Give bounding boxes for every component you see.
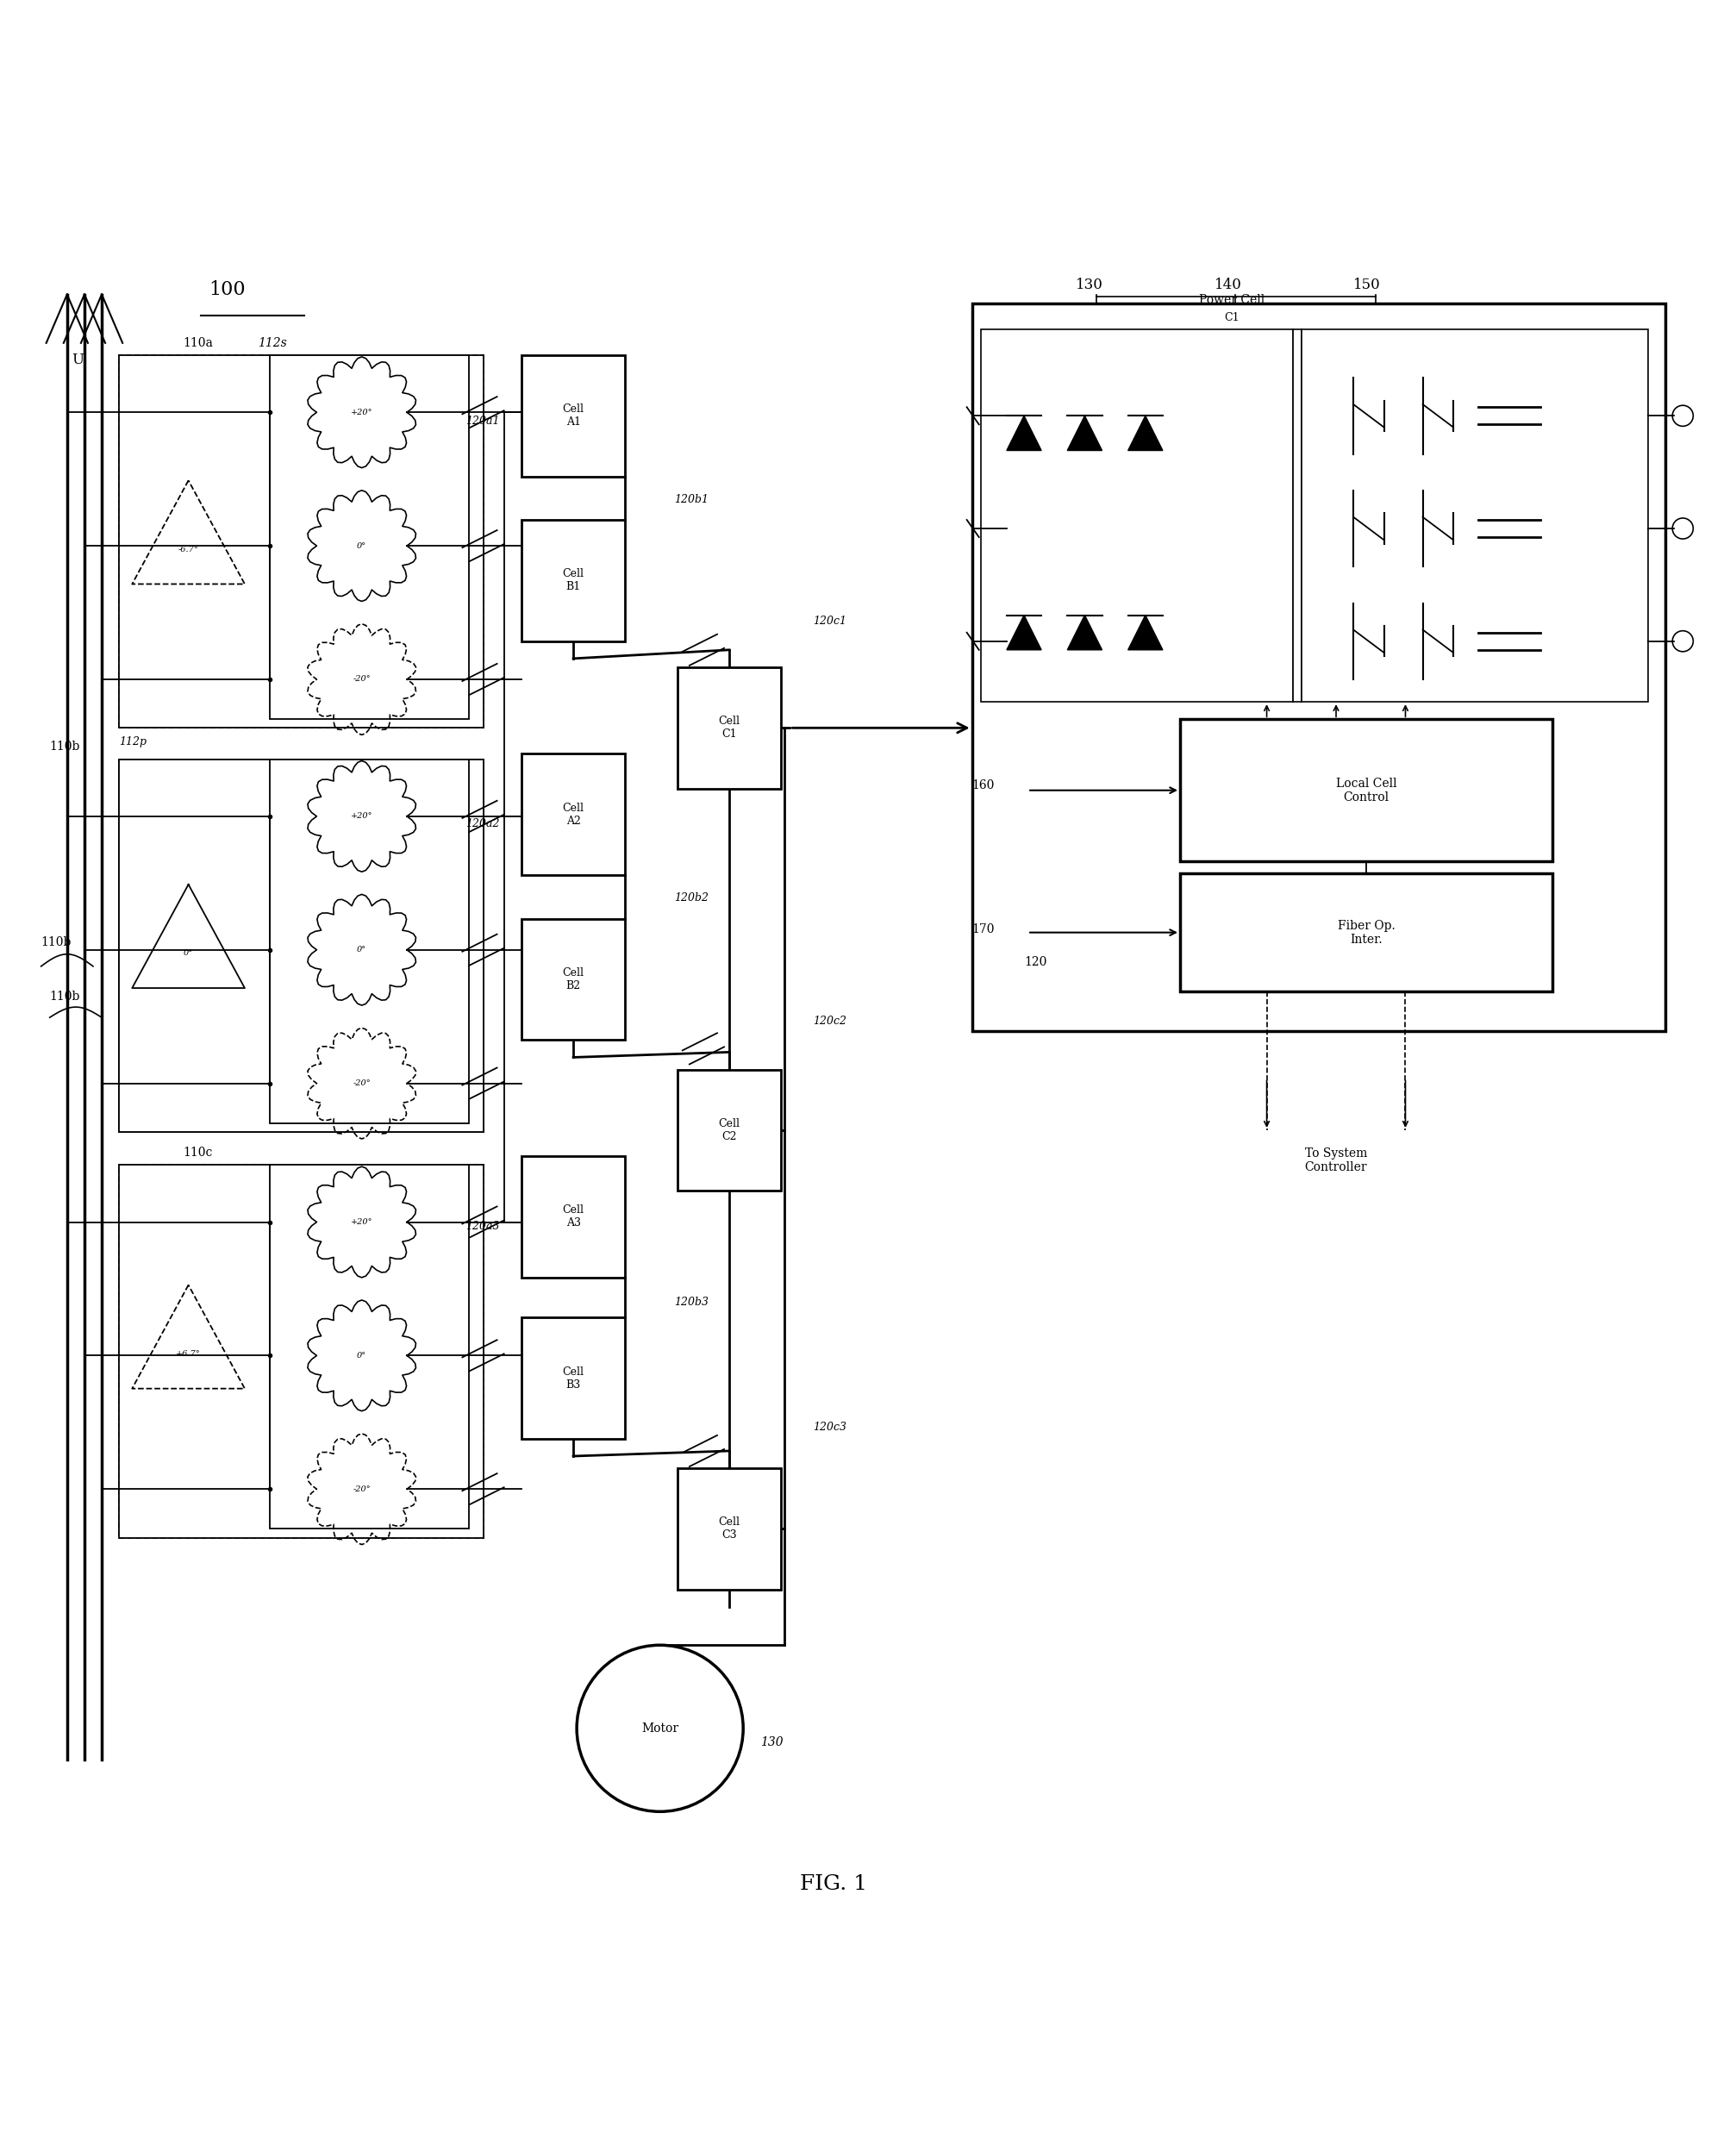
Text: Cell
B1: Cell B1	[562, 569, 583, 593]
Text: -20°: -20°	[352, 1486, 372, 1492]
Bar	[521, 356, 625, 475]
Text: 140: 140	[1215, 277, 1243, 292]
Text: -20°: -20°	[352, 1079, 372, 1087]
Polygon shape	[1128, 416, 1163, 450]
Text: 120b3: 120b3	[674, 1296, 708, 1307]
Bar	[981, 328, 1302, 701]
Text: Cell
C1: Cell C1	[719, 716, 740, 740]
Bar	[269, 759, 469, 1124]
Text: 112p: 112p	[120, 738, 146, 748]
Polygon shape	[1007, 616, 1042, 650]
Text: 130: 130	[760, 1735, 783, 1748]
Polygon shape	[1007, 416, 1042, 450]
Text: 120c3: 120c3	[812, 1422, 845, 1433]
Text: Fiber Op.
Inter.: Fiber Op. Inter.	[1338, 919, 1396, 944]
Bar	[269, 356, 469, 718]
Bar	[269, 1164, 469, 1529]
Text: 160: 160	[972, 778, 995, 791]
Text: +20°: +20°	[351, 1217, 373, 1226]
Text: Cell
A3: Cell A3	[562, 1205, 583, 1228]
Text: 130: 130	[1076, 277, 1104, 292]
Text: 110b: 110b	[50, 991, 80, 1002]
Text: 110a: 110a	[184, 337, 214, 350]
Bar	[1180, 718, 1552, 861]
Text: -6.7°: -6.7°	[179, 546, 198, 552]
Text: Cell
A2: Cell A2	[562, 802, 583, 827]
Text: Cell
A1: Cell A1	[562, 403, 583, 429]
Bar	[521, 1318, 625, 1439]
Bar	[521, 1156, 625, 1277]
Bar	[1302, 328, 1647, 701]
Text: 120a3: 120a3	[465, 1220, 500, 1232]
Text: 120c1: 120c1	[812, 616, 845, 627]
Text: -20°: -20°	[352, 676, 372, 682]
Bar	[120, 1164, 483, 1537]
Polygon shape	[1068, 616, 1102, 650]
Bar	[677, 667, 781, 789]
Text: Motor: Motor	[641, 1723, 679, 1735]
Text: 120b1: 120b1	[674, 495, 708, 505]
Text: C1: C1	[1224, 311, 1240, 324]
Bar	[677, 1469, 781, 1590]
Text: 120a2: 120a2	[465, 819, 500, 829]
Bar	[972, 303, 1665, 1032]
Text: Power Cell: Power Cell	[1200, 294, 1266, 305]
Text: 110b: 110b	[50, 742, 80, 753]
Text: 0°: 0°	[358, 542, 366, 550]
Text: 110c: 110c	[184, 1147, 214, 1160]
Bar	[120, 356, 483, 727]
Text: 170: 170	[972, 923, 995, 936]
Text: U: U	[71, 352, 83, 367]
Text: 120b2: 120b2	[674, 893, 708, 904]
Text: +20°: +20°	[351, 409, 373, 416]
Text: 110b: 110b	[42, 936, 71, 949]
Text: 120a1: 120a1	[465, 416, 500, 426]
Bar	[521, 755, 625, 876]
Text: Cell
B3: Cell B3	[562, 1367, 583, 1390]
Text: To System
Controller: To System Controller	[1305, 1147, 1368, 1173]
Bar	[1180, 874, 1552, 991]
Text: 150: 150	[1354, 277, 1380, 292]
Text: 0°: 0°	[358, 947, 366, 953]
Text: 120c2: 120c2	[812, 1015, 845, 1028]
Bar	[120, 759, 483, 1132]
Text: 120: 120	[1024, 955, 1047, 968]
Text: +20°: +20°	[351, 812, 373, 821]
Polygon shape	[1128, 616, 1163, 650]
Bar	[120, 1164, 483, 1537]
Bar	[521, 919, 625, 1040]
Polygon shape	[1068, 416, 1102, 450]
Text: 0°: 0°	[184, 949, 193, 957]
Bar	[120, 759, 483, 1132]
Bar	[120, 356, 483, 727]
Text: 112s: 112s	[257, 337, 286, 350]
Text: 0°: 0°	[358, 1352, 366, 1360]
Bar	[521, 520, 625, 642]
Text: FIG. 1: FIG. 1	[800, 1874, 866, 1895]
Text: 100: 100	[210, 279, 247, 298]
Bar	[677, 1070, 781, 1192]
Text: Local Cell
Control: Local Cell Control	[1337, 778, 1397, 804]
Text: +6.7°: +6.7°	[175, 1350, 201, 1358]
Text: Cell
B2: Cell B2	[562, 968, 583, 991]
Text: Cell
C2: Cell C2	[719, 1117, 740, 1143]
Text: Cell
C3: Cell C3	[719, 1516, 740, 1541]
